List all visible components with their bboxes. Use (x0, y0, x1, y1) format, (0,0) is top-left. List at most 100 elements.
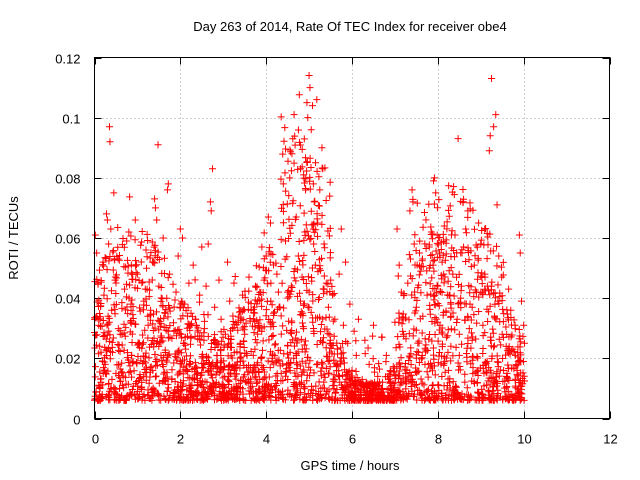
data-point (174, 252, 182, 260)
data-point (116, 378, 124, 386)
data-point (417, 355, 425, 363)
data-point (291, 383, 299, 391)
data-point (230, 367, 238, 375)
data-point (284, 157, 292, 165)
data-point (176, 330, 184, 338)
grid-lines (94, 57, 610, 419)
data-point (118, 341, 126, 349)
data-point (310, 198, 318, 206)
data-point (153, 216, 161, 224)
data-point (422, 341, 430, 349)
data-point (407, 255, 415, 263)
data-point (123, 237, 131, 245)
data-point (132, 269, 140, 277)
data-point (206, 198, 214, 206)
data-point (472, 241, 480, 249)
data-point (109, 247, 117, 255)
data-point (484, 241, 492, 249)
data-point (436, 287, 444, 295)
data-point (325, 232, 333, 240)
data-point (427, 223, 435, 231)
data-point (304, 303, 312, 311)
data-point (309, 396, 317, 404)
data-point (406, 353, 414, 361)
data-point (286, 174, 294, 182)
data-point (279, 360, 287, 368)
data-point (247, 300, 255, 308)
data-point (485, 308, 493, 316)
data-point (356, 380, 364, 388)
data-point (318, 211, 326, 219)
data-point (275, 356, 283, 364)
data-point (171, 327, 179, 335)
data-point (234, 313, 242, 321)
data-point (453, 315, 461, 323)
data-point (148, 337, 156, 345)
data-point (487, 342, 495, 350)
data-point (337, 344, 345, 352)
data-point (369, 321, 377, 329)
data-point (422, 245, 430, 253)
data-point (311, 197, 319, 205)
data-point (236, 364, 244, 372)
data-point (94, 396, 102, 404)
data-point (339, 339, 347, 347)
data-point (201, 360, 209, 368)
data-point (407, 383, 415, 391)
data-point (237, 353, 245, 361)
data-point (401, 376, 409, 384)
data-point (99, 261, 107, 269)
data-point (437, 389, 445, 397)
data-point (122, 380, 130, 388)
data-point (271, 341, 279, 349)
y-tick-label: 0.06 (55, 232, 80, 247)
data-point (121, 332, 129, 340)
data-point (463, 344, 471, 352)
data-point (286, 390, 294, 398)
data-point (315, 378, 323, 386)
data-point (290, 342, 298, 350)
data-point (418, 257, 426, 265)
data-point (260, 374, 268, 382)
data-point (405, 391, 413, 399)
data-point (454, 359, 462, 367)
data-point (185, 361, 193, 369)
data-point (283, 361, 291, 369)
data-point (103, 266, 111, 274)
data-point (480, 382, 488, 390)
data-point (290, 274, 298, 282)
data-point (474, 388, 482, 396)
data-point (291, 392, 299, 400)
data-point (303, 227, 311, 235)
data-point (231, 273, 239, 281)
data-point (415, 271, 423, 279)
data-point (155, 318, 163, 326)
data-point (241, 293, 249, 301)
data-point (107, 287, 115, 295)
data-point (439, 396, 447, 404)
data-point (341, 396, 349, 404)
data-point (475, 308, 483, 316)
data-point (169, 280, 177, 288)
data-point (430, 200, 438, 208)
data-point (399, 310, 407, 318)
data-point (508, 331, 516, 339)
data-point (307, 163, 315, 171)
data-point (463, 384, 471, 392)
data-point (266, 244, 274, 252)
data-point (169, 319, 177, 327)
data-point (489, 387, 497, 395)
data-point (499, 258, 507, 266)
data-point (306, 173, 314, 181)
data-point (204, 353, 212, 361)
data-point (132, 320, 140, 328)
data-point (154, 141, 162, 149)
data-point (363, 391, 371, 399)
data-point (299, 261, 307, 269)
data-point (103, 295, 111, 303)
data-point (432, 315, 440, 323)
data-point (128, 339, 136, 346)
data-point (448, 227, 456, 235)
data-point (334, 372, 342, 380)
